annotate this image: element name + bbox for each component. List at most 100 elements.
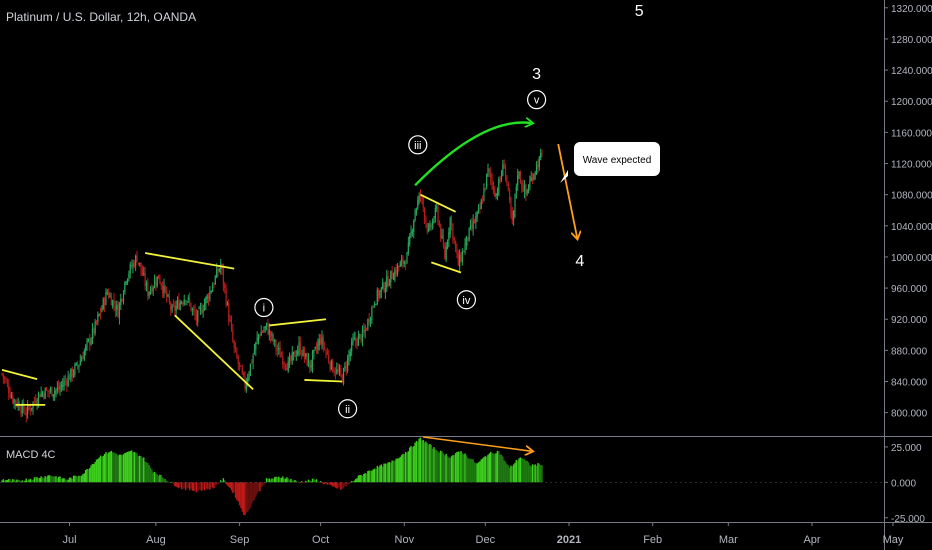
candle-up [448,232,450,241]
macd-bar [163,478,165,483]
macd-bar [292,480,295,483]
candle-up [198,307,200,310]
wave-label-circle [408,135,428,155]
candle-up [94,321,96,334]
macd-bar [449,457,451,483]
candle-down [261,331,264,333]
macd-bar [458,451,461,483]
macd-bar [194,482,196,491]
candle-down [222,268,224,285]
macd-bar [521,458,523,483]
candle-up [401,259,403,262]
macd-bar [442,453,445,483]
macd-bar [101,456,103,483]
macd-bar [430,445,432,483]
candle-down [365,329,368,331]
macd-bar [490,451,492,483]
candle-up [54,390,56,395]
wave-number: 5 [635,3,644,20]
macd-bar [98,457,100,483]
callout-text: Wave expected [583,155,652,166]
candle-down [345,366,347,370]
candle-down [151,288,153,293]
macd-bar [503,460,505,483]
macd-bar [267,478,269,483]
macd-bar [290,478,292,483]
candle-up [429,223,431,229]
time-tick-label: 2021 [557,534,581,546]
candle-up [266,322,268,327]
macd-bar [226,482,229,486]
candle-up [418,194,420,202]
candle-up [63,380,65,386]
macd-bar [25,478,27,483]
candle-up [86,340,88,345]
macd-bar [419,437,422,483]
candle-down [259,334,261,337]
macd-bar [195,482,198,493]
macd-bar [140,456,142,483]
time-axis[interactable]: JulAugSepOctNovDec2021FebMarAprMayJun [62,522,932,546]
macd-bar [415,440,418,483]
candle-down [391,271,393,279]
candle-down [430,224,432,227]
macd-bar [14,480,17,483]
macd-bar [190,482,192,489]
candle-up [197,310,199,323]
candle-down [490,172,492,179]
price-axis[interactable]: 800.000 840.000 880.000 920.000 960.000 1000.… [884,4,932,420]
macd-bar [22,481,25,483]
price-tick-label: 1120.000 [891,160,932,171]
candle-down [315,347,318,349]
macd-bar [336,482,338,489]
candle-up [476,211,478,217]
candle-down [47,390,49,392]
macd-bar [35,477,37,483]
macd-bar [414,442,416,483]
macd-bar [323,482,326,485]
candle-down [422,197,424,208]
candle-up [145,283,148,286]
macd-bar [257,482,260,492]
macd-bar [66,479,68,483]
candle-down [230,321,233,329]
macd-bar [249,482,252,508]
candle-down [368,318,370,323]
candle-up [70,368,72,380]
macd-bar [484,456,486,483]
macd-bar [82,473,84,483]
indicator-title[interactable]: MACD 4C [6,449,56,461]
macd-bar [236,482,238,501]
macd-bar [156,474,158,483]
candle-up [459,254,461,268]
macd-bar [404,452,407,483]
candle-down [423,208,426,220]
candle-up [175,305,177,311]
macd-bar [120,454,122,483]
macd-bar [187,482,189,489]
macd-bar [121,455,123,483]
candle-up [330,360,332,370]
candle-down [182,303,184,305]
candle-down [356,340,358,345]
macd-bar [149,467,152,483]
macd-bar [504,461,507,483]
candle-down [457,252,459,266]
candle-up [128,273,130,278]
macd-bar [237,482,239,502]
candle-down [93,328,95,334]
macd-bar [10,480,13,483]
macd-bar [97,459,99,483]
candle-up [27,405,29,415]
macd-bar [337,482,339,489]
candle-up [210,291,212,293]
macd-divergence-arrow [423,436,531,451]
candle-down [190,303,192,311]
macd-bar [141,457,144,483]
macd-bar [8,479,10,483]
macd-bar [202,482,204,490]
macd-bar [179,482,181,488]
symbol-title[interactable]: Platinum / U.S. Dollar, 12h, OANDA [6,10,197,24]
candle-up [472,220,474,229]
